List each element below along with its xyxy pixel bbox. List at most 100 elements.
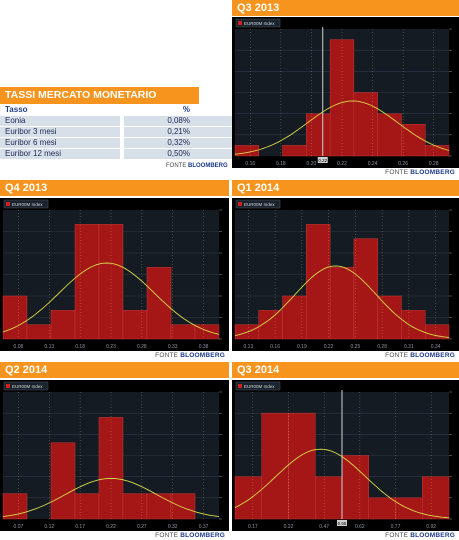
source-brand: BLOOMBERG	[410, 169, 455, 176]
legend-swatch	[238, 21, 242, 25]
source-prefix: FONTE	[385, 532, 411, 539]
normal-curve	[234, 265, 450, 338]
source-prefix: FONTE	[155, 532, 181, 539]
x-tick-label: 0.28	[429, 161, 439, 167]
x-tick-label: 0.23	[106, 344, 116, 350]
table-row: Euribor 6 mesi 0,32%	[0, 138, 232, 148]
chart-source: FONTE BLOOMBERG	[385, 532, 455, 539]
x-tick-label: 0.62	[355, 524, 365, 530]
table-row: Euribor 12 mesi 0,50%	[0, 149, 232, 159]
normal-curve	[2, 477, 220, 518]
histogram-chart: 0.07 0.12 0.17 0.22 0.27 0.32 0.37 EUR00M Index	[0, 380, 229, 531]
col-pct-header: %	[182, 105, 190, 114]
x-tick-label: 0.28	[377, 344, 387, 350]
histogram-bar	[234, 145, 260, 157]
legend-box	[235, 199, 281, 209]
source-brand: BLOOMBERG	[180, 352, 225, 359]
source-prefix: FONTE	[385, 352, 411, 359]
legend-label: EUR00M Index	[12, 384, 43, 389]
histogram-bar	[122, 310, 148, 340]
histogram-bar	[306, 113, 331, 157]
source-prefix: FONTE	[385, 169, 411, 176]
panel-title: Q4 2013	[0, 180, 229, 196]
histogram-bar	[424, 324, 450, 340]
chart-panel-q2-2014: Q2 2014 0.07 0.12 0.17 0.22 0.27 0.32 0.37 EUR0…	[0, 362, 229, 540]
histogram-bar	[146, 493, 172, 520]
x-tick-label: 0.27	[137, 524, 147, 530]
histogram-chart: 0.08 0.13 0.18 0.23 0.28 0.33 0.38 EUR00M Index	[0, 198, 229, 351]
x-tick-label: 0.18	[276, 161, 286, 167]
source-prefix: FONTE	[166, 163, 188, 169]
marker-label: 0.55	[338, 521, 347, 526]
histogram-bar	[122, 493, 148, 520]
legend-label: EUR00M Index	[244, 384, 275, 389]
chart-source: FONTE BLOOMBERG	[155, 352, 225, 359]
x-tick-label: 0.24	[368, 161, 378, 167]
normal-curve	[234, 448, 450, 519]
histogram-bar	[315, 476, 343, 520]
table-row: Euribor 3 mesi 0,21%	[0, 127, 232, 137]
x-tick-label: 0.20	[307, 161, 317, 167]
x-tick-label: 0.37	[199, 524, 209, 530]
x-tick-label: 0.17	[75, 524, 85, 530]
x-tick-label: 0.08	[14, 344, 24, 350]
rate-value: 0,50%	[124, 149, 232, 159]
chart-source: FONTE BLOOMBERG	[385, 352, 455, 359]
legend-swatch	[238, 384, 242, 388]
histogram-bar	[341, 455, 369, 520]
histogram-bar	[2, 295, 28, 340]
x-tick-label: 0.16	[270, 344, 280, 350]
legend-swatch	[6, 384, 10, 388]
rate-value: 0,21%	[124, 127, 232, 137]
histogram-bar	[26, 324, 52, 340]
x-tick-label: 0.32	[168, 524, 178, 530]
normal-curve	[234, 100, 450, 155]
x-tick-label: 0.12	[44, 524, 54, 530]
histogram-bar	[74, 224, 100, 340]
panel-title: Q1 2014	[232, 180, 459, 196]
x-tick-label: 0.31	[404, 344, 414, 350]
legend-label: EUR00M Index	[12, 202, 43, 207]
rates-table-header: Tasso %	[0, 105, 232, 115]
x-tick-label: 0.16	[245, 161, 255, 167]
x-tick-label: 0.19	[297, 344, 307, 350]
legend-box	[235, 18, 281, 28]
histogram-bar	[2, 493, 28, 520]
histogram-bar	[329, 39, 355, 157]
chart-panel-q4-2013: Q4 2013 0.08 0.13 0.18 0.23 0.28 0.33 0.38 EUR0…	[0, 180, 229, 360]
panel-title: Q3 2013	[232, 0, 459, 16]
x-tick-label: 0.33	[168, 344, 178, 350]
histogram-bar	[401, 310, 426, 340]
x-tick-label: 0.28	[137, 344, 147, 350]
x-tick-label: 0.38	[199, 344, 209, 350]
source-brand: BLOOMBERG	[410, 352, 455, 359]
legend-box	[235, 381, 281, 391]
x-tick-label: 0.17	[248, 524, 258, 530]
x-tick-label: 0.92	[426, 524, 436, 530]
histogram-chart: 0.17 0.32 0.47 0.62 0.77 0.92 0.55 EUR00M Index	[232, 380, 459, 531]
histogram-bar	[74, 493, 100, 520]
legend-box	[3, 199, 49, 209]
x-tick-label: 0.32	[284, 524, 294, 530]
histogram-bar	[368, 497, 396, 520]
chart-panel-q3-2014: Q3 2014 0.17 0.32 0.47 0.62 0.77 0.92 0.55 EUR0…	[232, 362, 459, 540]
histogram-bar	[424, 145, 450, 157]
source-brand: BLOOMBERG	[180, 532, 225, 539]
marker-label: 0.22	[318, 158, 327, 163]
rate-value: 0,08%	[124, 116, 232, 126]
histogram-bar	[306, 224, 331, 340]
legend-label: EUR00M Index	[244, 202, 275, 207]
histogram-bar	[377, 295, 402, 340]
chart-panel-q3-2013: Q3 2013 0.16 0.18 0.20 0.22 0.24 0.26 0.28 0.22…	[232, 0, 459, 178]
histogram-bar	[401, 124, 426, 157]
marker-box	[317, 157, 328, 163]
table-source: FONTE BLOOMBERG	[166, 163, 228, 169]
rates-table-title: TASSI MERCATO MONETARIO	[0, 87, 199, 104]
x-tick-label: 0.47	[319, 524, 329, 530]
histogram-bar	[288, 412, 316, 520]
histogram-bar	[234, 476, 262, 520]
histogram-bar	[282, 295, 307, 340]
source-brand: BLOOMBERG	[188, 163, 228, 169]
histogram-bar	[353, 238, 378, 340]
